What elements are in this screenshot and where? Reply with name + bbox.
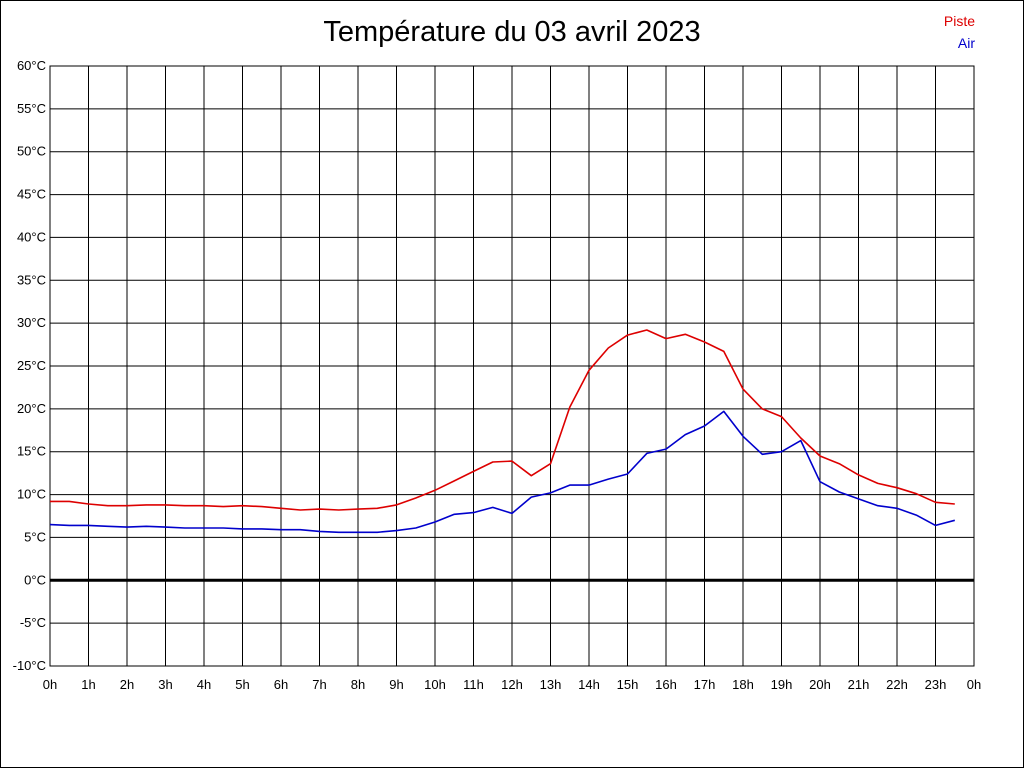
x-tick-label: 13h: [540, 677, 562, 692]
y-tick-label: 40°C: [17, 229, 46, 244]
grid: [49, 65, 975, 667]
y-tick-label: -10°C: [13, 658, 46, 673]
series-lines: [49, 329, 956, 534]
y-tick-label: 20°C: [17, 401, 46, 416]
x-tick-label: 20h: [809, 677, 831, 692]
y-tick-label: 15°C: [17, 444, 46, 459]
x-tick-label: 2h: [120, 677, 134, 692]
x-tick-label: 5h: [235, 677, 249, 692]
x-tick-label: 10h: [424, 677, 446, 692]
y-tick-label: 55°C: [17, 101, 46, 116]
x-tick-label: 3h: [158, 677, 172, 692]
legend-entry-air: Air: [957, 35, 975, 51]
x-tick-label: 18h: [732, 677, 754, 692]
x-tick-label: 23h: [925, 677, 947, 692]
series-line-piste: [50, 329, 955, 511]
legend-entry-piste: Piste: [943, 13, 975, 29]
x-tick-label: 19h: [771, 677, 793, 692]
axis-labels: 60°C 55°C 50°C 45°C 40°C 35°C 30°C 25°C 20°C 15°C…: [13, 58, 982, 692]
x-tick-label: 22h: [886, 677, 908, 692]
y-tick-label: 0°C: [24, 572, 46, 587]
plot-border: [49, 65, 975, 667]
y-tick-label: 35°C: [17, 272, 46, 287]
x-tick-label: 1h: [81, 677, 95, 692]
y-tick-label: 5°C: [24, 529, 46, 544]
x-tick-label: 11h: [463, 677, 484, 692]
x-tick-label: 21h: [848, 677, 870, 692]
y-tick-label: 25°C: [17, 358, 46, 373]
x-tick-label: 4h: [197, 677, 211, 692]
x-tick-label: 9h: [389, 677, 403, 692]
x-tick-label: 0h: [967, 677, 981, 692]
y-tick-label: 10°C: [17, 487, 46, 502]
x-tick-label: 8h: [351, 677, 365, 692]
x-tick-label: 6h: [274, 677, 288, 692]
x-tick-label: 17h: [694, 677, 716, 692]
y-tick-label: 30°C: [17, 315, 46, 330]
y-tick-label: 60°C: [17, 58, 46, 73]
x-tick-label: 12h: [501, 677, 523, 692]
y-tick-label: 45°C: [17, 187, 46, 202]
x-tick-label: 14h: [578, 677, 600, 692]
y-tick-label: -5°C: [20, 615, 46, 630]
series-line-air: [49, 410, 956, 534]
x-tick-label: 15h: [617, 677, 639, 692]
x-tick-label: 16h: [655, 677, 677, 692]
x-tick-label: 0h: [43, 677, 57, 692]
y-tick-label: 50°C: [17, 144, 46, 159]
chart-title: Température du 03 avril 2023: [323, 16, 701, 48]
x-tick-label: 7h: [312, 677, 326, 692]
